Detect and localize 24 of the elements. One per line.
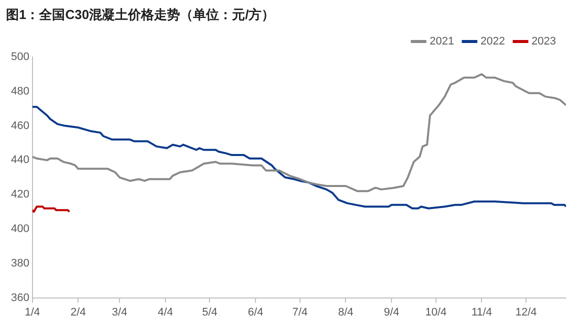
legend-label: 2021 (430, 36, 454, 48)
x-tick-label: 8/4 (338, 306, 354, 318)
x-tick-label: 4/4 (158, 306, 174, 318)
legend-label: 2022 (480, 36, 506, 48)
x-tick-label: 10/4 (425, 306, 447, 318)
y-tick-label: 460 (10, 120, 30, 132)
x-tick-label: 7/4 (292, 306, 308, 318)
x-tick-label: 3/4 (112, 306, 128, 318)
x-tick-label: 2/4 (70, 306, 86, 318)
y-tick-label: 440 (10, 154, 30, 166)
x-tick-label: 5/4 (202, 306, 218, 318)
y-tick-label: 360 (10, 292, 30, 304)
chart-title: 图1：全国C30混凝土价格走势（单位：元/方） (5, 6, 276, 24)
x-tick-label: 1/4 (24, 306, 40, 318)
y-tick-label: 420 (10, 188, 30, 201)
x-tick-label: 9/4 (384, 306, 400, 318)
legend-label: 2023 (532, 36, 556, 48)
y-tick-label: 480 (10, 85, 30, 98)
x-tick-label: 11/4 (471, 306, 492, 318)
y-tick-label: 380 (10, 257, 30, 270)
y-tick-label: 500 (10, 51, 30, 64)
x-tick-label: 6/4 (248, 306, 264, 318)
y-tick-label: 400 (10, 223, 30, 236)
x-tick-label: 12/4 (515, 306, 537, 318)
